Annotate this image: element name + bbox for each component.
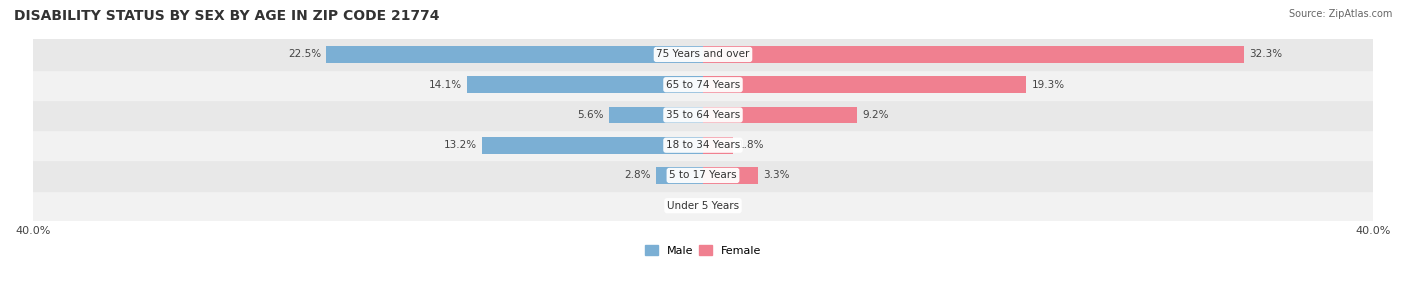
Legend: Male, Female: Male, Female xyxy=(640,241,766,261)
Text: 35 to 64 Years: 35 to 64 Years xyxy=(666,110,740,120)
Text: 32.3%: 32.3% xyxy=(1250,50,1282,60)
Bar xyxy=(32,70,1374,100)
Bar xyxy=(703,76,1026,93)
Bar xyxy=(32,191,1374,221)
Text: 9.2%: 9.2% xyxy=(862,110,889,120)
Text: 1.8%: 1.8% xyxy=(738,140,765,150)
Bar xyxy=(482,137,703,154)
Bar xyxy=(32,130,1374,160)
Text: DISABILITY STATUS BY SEX BY AGE IN ZIP CODE 21774: DISABILITY STATUS BY SEX BY AGE IN ZIP C… xyxy=(14,9,440,23)
Text: Under 5 Years: Under 5 Years xyxy=(666,201,740,211)
Text: 18 to 34 Years: 18 to 34 Years xyxy=(666,140,740,150)
Bar xyxy=(703,46,1244,63)
Bar xyxy=(32,39,1374,70)
Bar xyxy=(609,107,703,123)
Text: 3.3%: 3.3% xyxy=(763,171,790,181)
Bar xyxy=(32,100,1374,130)
Bar xyxy=(703,107,858,123)
Text: 2.8%: 2.8% xyxy=(624,171,651,181)
Bar xyxy=(703,137,733,154)
Text: 19.3%: 19.3% xyxy=(1032,80,1064,90)
Bar xyxy=(32,160,1374,191)
Text: 22.5%: 22.5% xyxy=(288,50,321,60)
Text: 0.0%: 0.0% xyxy=(709,201,734,211)
Text: 5 to 17 Years: 5 to 17 Years xyxy=(669,171,737,181)
Text: 65 to 74 Years: 65 to 74 Years xyxy=(666,80,740,90)
Text: 14.1%: 14.1% xyxy=(429,80,461,90)
Text: Source: ZipAtlas.com: Source: ZipAtlas.com xyxy=(1288,9,1392,19)
Text: 5.6%: 5.6% xyxy=(578,110,605,120)
Bar xyxy=(467,76,703,93)
Bar xyxy=(326,46,703,63)
Text: 75 Years and over: 75 Years and over xyxy=(657,50,749,60)
Text: 0.0%: 0.0% xyxy=(672,201,697,211)
Bar xyxy=(703,167,758,184)
Bar xyxy=(657,167,703,184)
Text: 13.2%: 13.2% xyxy=(444,140,477,150)
